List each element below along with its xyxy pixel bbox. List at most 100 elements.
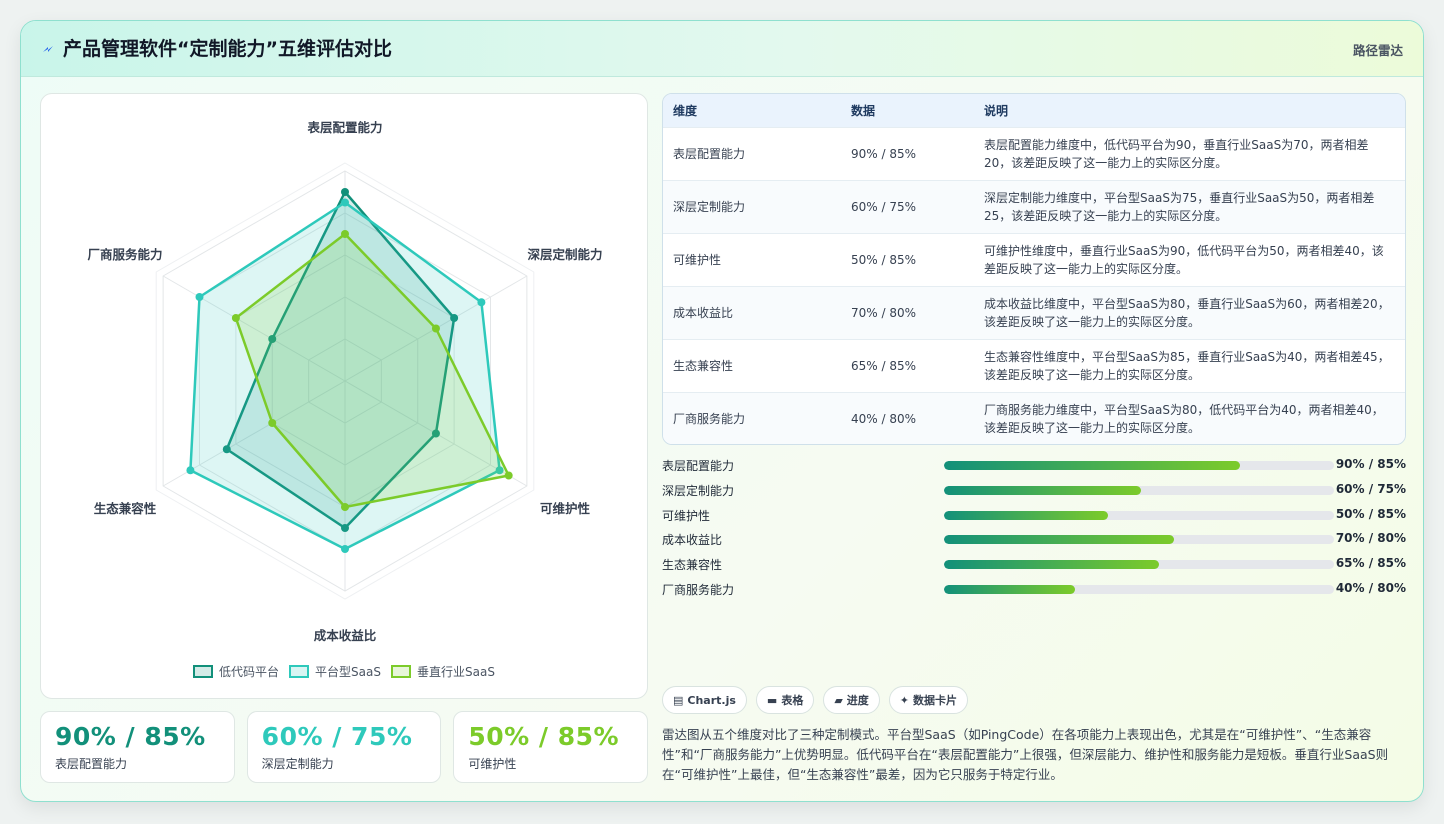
kpi-card: 90% / 85% 表层配置能力 <box>40 711 235 783</box>
legend-swatch-vertical <box>391 665 411 678</box>
radar-axis-label: 生态兼容性 <box>94 501 157 516</box>
cell-dimension: 生态兼容性 <box>673 358 734 373</box>
sparkle-icon: ✦ <box>899 693 910 707</box>
cell-dimension: 可维护性 <box>673 252 722 267</box>
data-table: 维度 数据 说明 表层配置能力 90% / 85% 表层配置能力维度中，低代码平… <box>662 93 1406 445</box>
cell-dimension: 成本收益比 <box>673 305 734 320</box>
legend-item-lowcode[interactable]: 低代码平台 <box>193 663 279 680</box>
progress-track <box>944 560 1334 570</box>
radar-point <box>431 324 440 333</box>
summary-text: 雷达图从五个维度对比了三种定制模式。平台型SaaS（如PingCode）在各项能… <box>662 727 1389 782</box>
header-bar: 产品管理软件“定制能力”五维评估对比 路径雷达 <box>21 21 1423 77</box>
lightning-icon <box>43 46 53 52</box>
radar-point <box>341 524 349 532</box>
radar-point <box>504 471 513 480</box>
kpi-value: 60% / 75% <box>261 722 413 751</box>
kpi-value: 90% / 85% <box>55 722 206 751</box>
radar-point <box>341 198 349 207</box>
legend-label: 平台型SaaS <box>315 665 381 679</box>
progress-value: 90% / 85% <box>1335 457 1406 471</box>
progress-label: 可维护性 <box>662 508 711 523</box>
cell-data: 70% / 80% <box>851 305 917 320</box>
legend-label: 垂直行业SaaS <box>417 665 495 679</box>
progress-value: 70% / 80% <box>1335 531 1406 546</box>
page-title: 产品管理软件“定制能力”五维评估对比 <box>63 38 392 60</box>
radar-point <box>431 429 440 438</box>
progress-row: 表层配置能力 90% / 85% <box>662 454 1406 479</box>
progress-fill <box>944 535 1175 545</box>
tag-progress[interactable]: ▰ 进度 <box>823 686 880 714</box>
progress-track <box>944 535 1334 545</box>
table-row: 生态兼容性 65% / 85% 生态兼容性维度中，平台型SaaS为85，垂直行业… <box>663 339 1405 392</box>
legend-item-vertical[interactable]: 垂直行业SaaS <box>391 663 495 680</box>
progress-label: 厂商服务能力 <box>662 582 735 597</box>
radar-point <box>341 230 349 238</box>
cell-description: 厂商服务能力维度中，平台型SaaS为80，低代码平台为40，两者相差40，该差距… <box>984 402 1384 435</box>
radar-point <box>477 298 486 307</box>
radar-point <box>495 466 504 475</box>
tag-label: Chart.js <box>687 693 736 707</box>
progress-row: 可维护性 50% / 85% <box>662 504 1406 529</box>
progress-track <box>944 485 1334 495</box>
tag-label: 表格 <box>781 694 804 707</box>
progress-row: 生态兼容性 65% / 85% <box>662 553 1406 578</box>
progress-label: 表层配置能力 <box>662 459 735 473</box>
radar-axis-label: 可维护性 <box>540 501 591 516</box>
radar-point <box>231 314 240 322</box>
radar-point <box>222 445 231 454</box>
radar-spoke <box>162 275 346 382</box>
cell-data: 60% / 75% <box>851 199 917 214</box>
brand-label[interactable]: 路径雷达 <box>1352 43 1403 58</box>
kpi-label: 表层配置能力 <box>55 757 128 771</box>
cell-data: 50% / 85% <box>851 252 917 267</box>
radar-point <box>268 419 277 427</box>
cell-dimension: 表层配置能力 <box>673 146 746 161</box>
progress-icon: ▰ <box>834 693 843 707</box>
progress-value: 40% / 80% <box>1335 580 1406 595</box>
progress-row: 成本收益比 70% / 80% <box>662 528 1406 553</box>
tag-chartjs[interactable]: ▤ Chart.js <box>662 686 747 714</box>
progress-fill <box>944 560 1159 570</box>
feature-tags: ▤ Chart.js ▬ 表格 ▰ 进度 ✦ 数据卡片 <box>662 686 969 714</box>
radar-chart-panel: 表层配置能力深层定制能力 可维护性成本收益比 生态兼容性 厂商服务能力 低代码平台 平… <box>40 93 648 699</box>
kpi-label: 深层定制能力 <box>261 757 334 771</box>
radar-axis-label: 深层定制能力 <box>527 247 602 262</box>
radar-axis-label: 厂商服务能力 <box>88 247 163 262</box>
progress-fill <box>944 485 1141 495</box>
progress-track <box>944 461 1334 470</box>
cell-dimension: 厂商服务能力 <box>673 411 746 426</box>
column-header-data: 数据 <box>851 103 876 118</box>
cell-description: 生态兼容性维度中，平台型SaaS为85，垂直行业SaaS为40，两者相差45，该… <box>984 349 1390 382</box>
dashboard-card: 产品管理软件“定制能力”五维评估对比 路径雷达 表层配置能力 深层定制能力 可维护性… <box>20 20 1424 802</box>
radar-point <box>450 314 459 322</box>
progress-fill <box>944 461 1241 470</box>
legend-item-platform[interactable]: 平台型SaaS <box>289 663 381 680</box>
column-header-description: 说明 <box>984 103 1009 118</box>
legend-swatch-platform <box>289 665 310 678</box>
progress-fill <box>944 584 1075 594</box>
progress-row: 厂商服务能力 40% / 80% <box>662 578 1406 603</box>
progress-label: 生态兼容性 <box>662 558 723 573</box>
tag-table[interactable]: ▬ 表格 <box>755 686 815 714</box>
kpi-card: 60% / 75% 深层定制能力 <box>246 711 442 783</box>
radar-axis-label: 成本收益比 <box>314 628 377 643</box>
progress-value: 50% / 85% <box>1335 506 1406 521</box>
cell-description: 深层定制能力维度中，平台型SaaS为75，垂直行业SaaS为50，两者相差25，… <box>984 190 1375 223</box>
kpi-value: 50% / 85% <box>468 722 620 751</box>
radar-outer-ring <box>155 162 535 600</box>
radar-axis-label: 表层配置能力 <box>306 120 382 135</box>
table-row: 可维护性 50% / 85% 可维护性维度中，垂直行业SaaS为90，低代码平台… <box>663 233 1405 286</box>
radar-point <box>268 335 277 343</box>
kpi-label: 可维护性 <box>468 757 517 771</box>
progress-track <box>944 584 1334 594</box>
cell-description: 可维护性维度中，垂直行业SaaS为90，低代码平台为50，两者相差40，该差距反… <box>984 243 1384 276</box>
progress-bars: 表层配置能力 90% / 85% 深层定制能力 60% / 75% 可维护性 5… <box>662 454 1406 603</box>
radar-point <box>195 293 204 301</box>
legend-swatch-lowcode <box>193 665 214 678</box>
tag-data-card[interactable]: ✦ 数据卡片 <box>888 686 969 714</box>
progress-fill <box>944 510 1108 520</box>
cell-data: 90% / 85% <box>851 146 917 161</box>
progress-label: 深层定制能力 <box>662 483 735 498</box>
cell-data: 40% / 80% <box>851 411 917 426</box>
table-row: 深层定制能力 60% / 75% 深层定制能力维度中，平台型SaaS为75，垂直… <box>663 180 1405 233</box>
